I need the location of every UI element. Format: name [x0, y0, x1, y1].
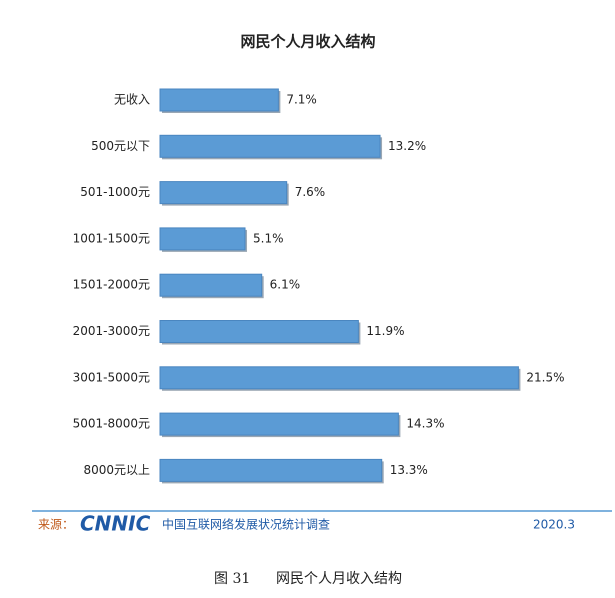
- bar: [159, 412, 399, 436]
- value-label: 11.9%: [366, 324, 404, 338]
- date: 2020.3: [533, 518, 575, 532]
- caption-title: 网民个人月收入结构: [276, 571, 402, 587]
- value-label: 14.3%: [406, 417, 444, 431]
- bar: [159, 88, 279, 112]
- y-tick-label: 8000元以上: [83, 463, 150, 477]
- source: 中国互联网络发展状况统计调查: [162, 517, 330, 532]
- bar: [159, 227, 246, 251]
- y-tick-label: 501-1000元: [80, 185, 150, 199]
- bar: [159, 366, 519, 390]
- caption-number: 图 31: [214, 571, 250, 587]
- chart-title: 网民个人月收入结构: [240, 33, 375, 51]
- bar: [159, 320, 359, 343]
- bar: [159, 458, 383, 482]
- y-tick-label: 5001-8000元: [73, 417, 150, 431]
- value-label: 5.1%: [253, 231, 284, 245]
- value-label: 13.3%: [390, 463, 428, 477]
- value-label: 13.2%: [388, 139, 426, 153]
- value-label: 7.6%: [295, 185, 326, 199]
- y-tick-label: 2001-3000元: [73, 324, 150, 338]
- y-tick-label: 无收入: [114, 93, 150, 107]
- y-tick-label: 1501-2000元: [73, 278, 150, 292]
- bar: [159, 181, 288, 205]
- y-tick-label: 500元以下: [91, 139, 150, 153]
- logo: CNNIC: [80, 512, 151, 536]
- y-tick-label: 3001-5000元: [73, 370, 150, 384]
- source-label: 来源：: [38, 518, 74, 532]
- y-tick-label: 1001-1500元: [73, 231, 150, 245]
- value-label: 6.1%: [270, 278, 301, 292]
- bar: [159, 273, 263, 297]
- value-label: 21.5%: [526, 370, 564, 384]
- bar: [159, 134, 381, 158]
- value-label: 7.1%: [286, 93, 317, 107]
